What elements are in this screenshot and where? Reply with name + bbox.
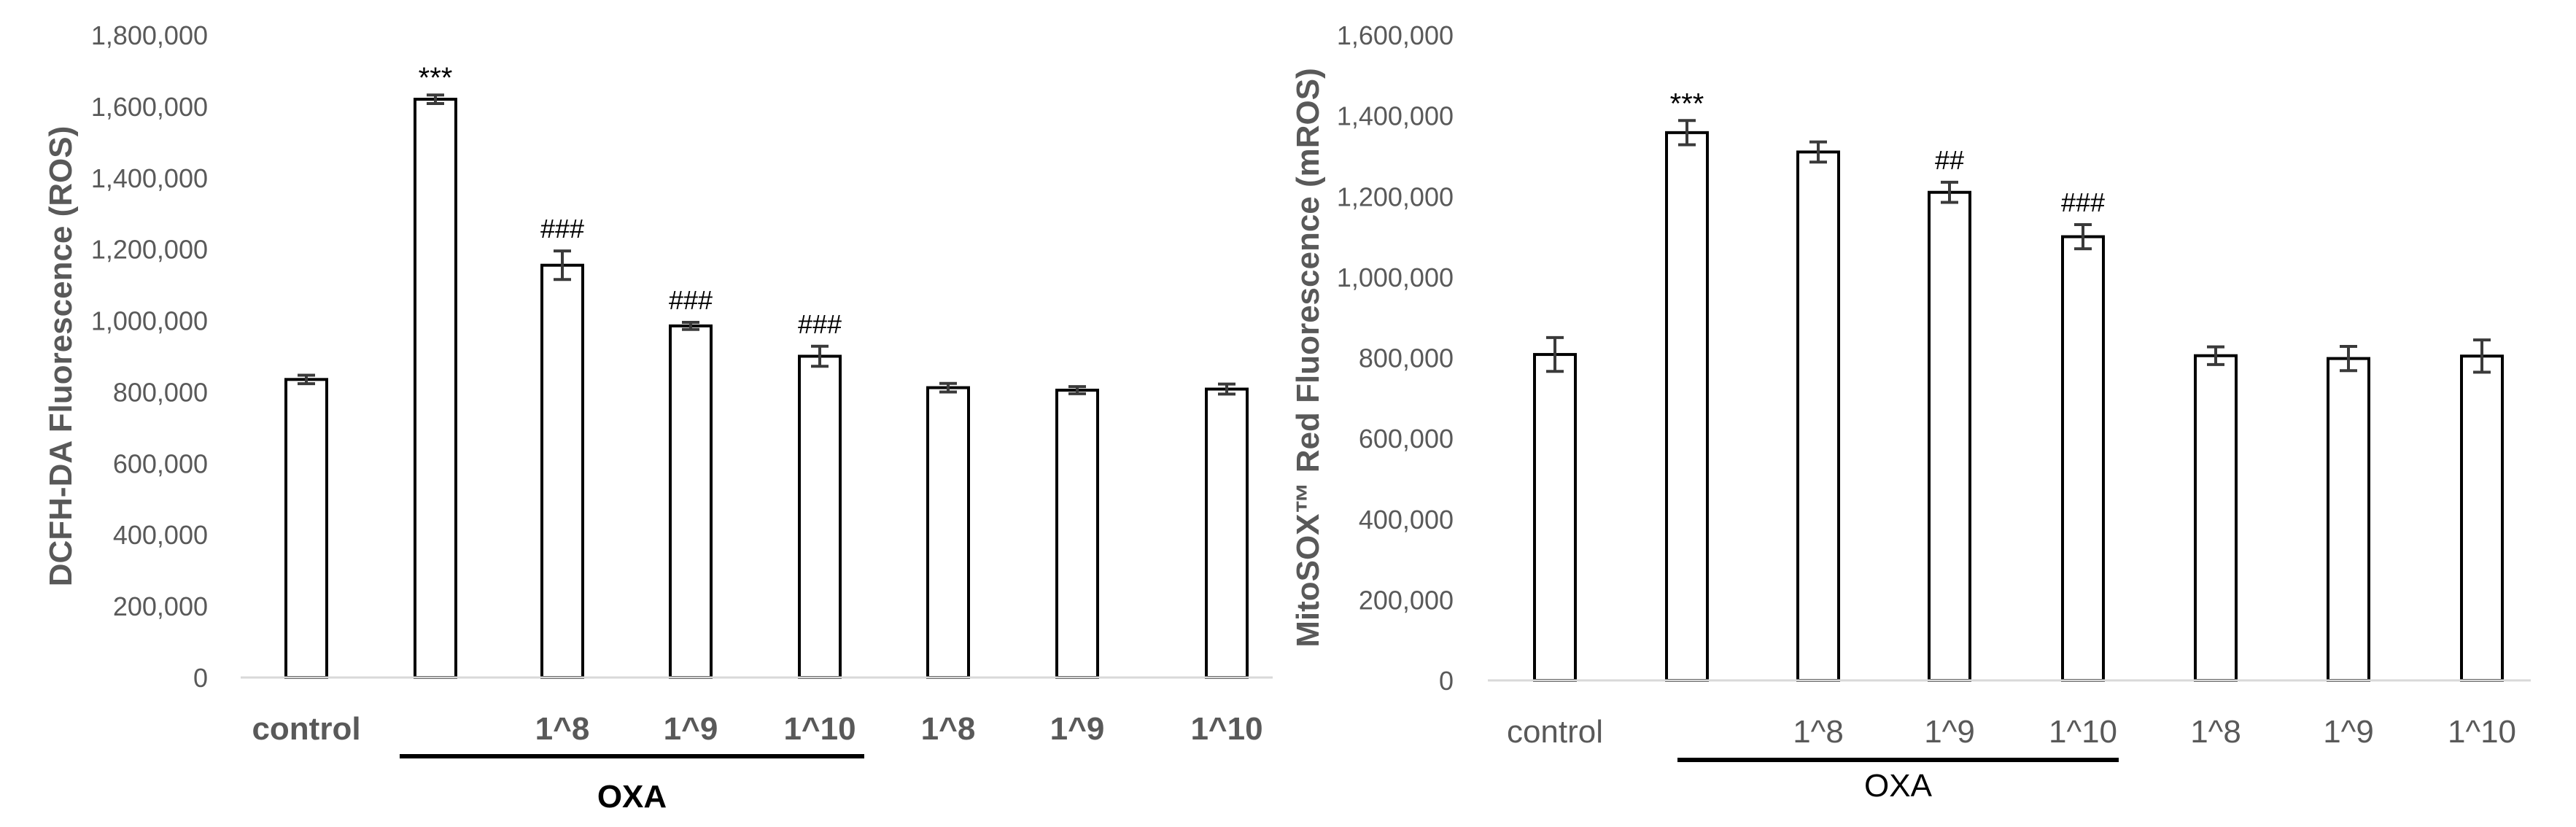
bar bbox=[284, 378, 328, 679]
y-tick-label: 1,000,000 bbox=[1337, 263, 1454, 292]
y-tick-label: 1,200,000 bbox=[1337, 182, 1454, 211]
y-tick-label: 1,200,000 bbox=[91, 235, 208, 265]
chart-panel-mros: 0 200,000 400,000 600,000 800,000 1,000,000 1,… bbox=[1290, 20, 2531, 804]
category-label: 1^9 bbox=[2323, 714, 2374, 750]
y-tick-label: 1,800,000 bbox=[91, 20, 208, 50]
category-label: control bbox=[252, 711, 360, 747]
significance-annotation: *** bbox=[1670, 88, 1704, 120]
significance-annotation: *** bbox=[419, 62, 453, 94]
category-label: 1^8 bbox=[2190, 714, 2241, 750]
y-tick-label: 800,000 bbox=[113, 377, 208, 407]
category-label: 1^8 bbox=[1793, 714, 1844, 750]
group-label: OXA bbox=[1864, 768, 1933, 804]
significance-annotation: ### bbox=[669, 285, 713, 315]
y-tick-label: 600,000 bbox=[1359, 424, 1454, 454]
bar bbox=[2327, 357, 2370, 682]
y-tick-label: 400,000 bbox=[113, 520, 208, 550]
y-tick-label: 200,000 bbox=[113, 591, 208, 621]
category-label: 1^10 bbox=[783, 711, 856, 747]
y-tick-label: 400,000 bbox=[1359, 505, 1454, 535]
category-label: 1^10 bbox=[1190, 711, 1262, 747]
bar bbox=[2061, 235, 2105, 682]
bar bbox=[540, 263, 584, 680]
bar bbox=[1928, 190, 1971, 682]
bar bbox=[1665, 131, 1709, 682]
bar bbox=[1533, 353, 1577, 682]
bar bbox=[1205, 387, 1249, 679]
significance-annotation: ## bbox=[1935, 145, 1964, 175]
category-label: 1^10 bbox=[2448, 714, 2516, 750]
group-label: OXA bbox=[597, 779, 667, 815]
bar bbox=[2194, 354, 2238, 682]
bar bbox=[1055, 388, 1099, 679]
y-tick-label: 1,600,000 bbox=[91, 92, 208, 122]
chart-panel-ros: 0 200,000 400,000 600,000 800,000 1,000,000 1,… bbox=[43, 20, 1273, 815]
significance-annotation: ### bbox=[540, 214, 584, 244]
y-tick-label: 0 bbox=[193, 663, 208, 693]
category-label: 1^9 bbox=[664, 711, 718, 747]
category-label: 1^9 bbox=[1924, 714, 1975, 750]
category-label: control bbox=[1507, 714, 1603, 750]
bar bbox=[2460, 354, 2504, 682]
y-tick-label: 1,000,000 bbox=[91, 306, 208, 336]
y-axis-title: DCFH-DA Fluorescence (ROS) bbox=[43, 126, 79, 587]
significance-annotation: ### bbox=[798, 309, 842, 339]
category-label: 1^10 bbox=[2049, 714, 2117, 750]
category-label: 1^9 bbox=[1050, 711, 1105, 747]
bar bbox=[926, 386, 970, 679]
y-tick-label: 1,400,000 bbox=[1337, 101, 1454, 131]
y-axis-title: MitoSOX™ Red Fluorescence (mROS) bbox=[1290, 68, 1326, 648]
category-label: 1^8 bbox=[535, 711, 590, 747]
category-label: 1^8 bbox=[921, 711, 976, 747]
y-tick-label: 600,000 bbox=[113, 449, 208, 478]
bar bbox=[1796, 150, 1840, 682]
significance-annotation: ### bbox=[2061, 187, 2105, 217]
bar bbox=[798, 354, 842, 679]
y-tick-label: 800,000 bbox=[1359, 343, 1454, 373]
y-tick-label: 1,600,000 bbox=[1337, 20, 1454, 50]
y-tick-label: 1,400,000 bbox=[91, 163, 208, 193]
bar bbox=[669, 324, 713, 679]
y-tick-label: 200,000 bbox=[1359, 585, 1454, 615]
y-tick-label: 0 bbox=[1439, 666, 1454, 696]
bar bbox=[414, 98, 457, 680]
